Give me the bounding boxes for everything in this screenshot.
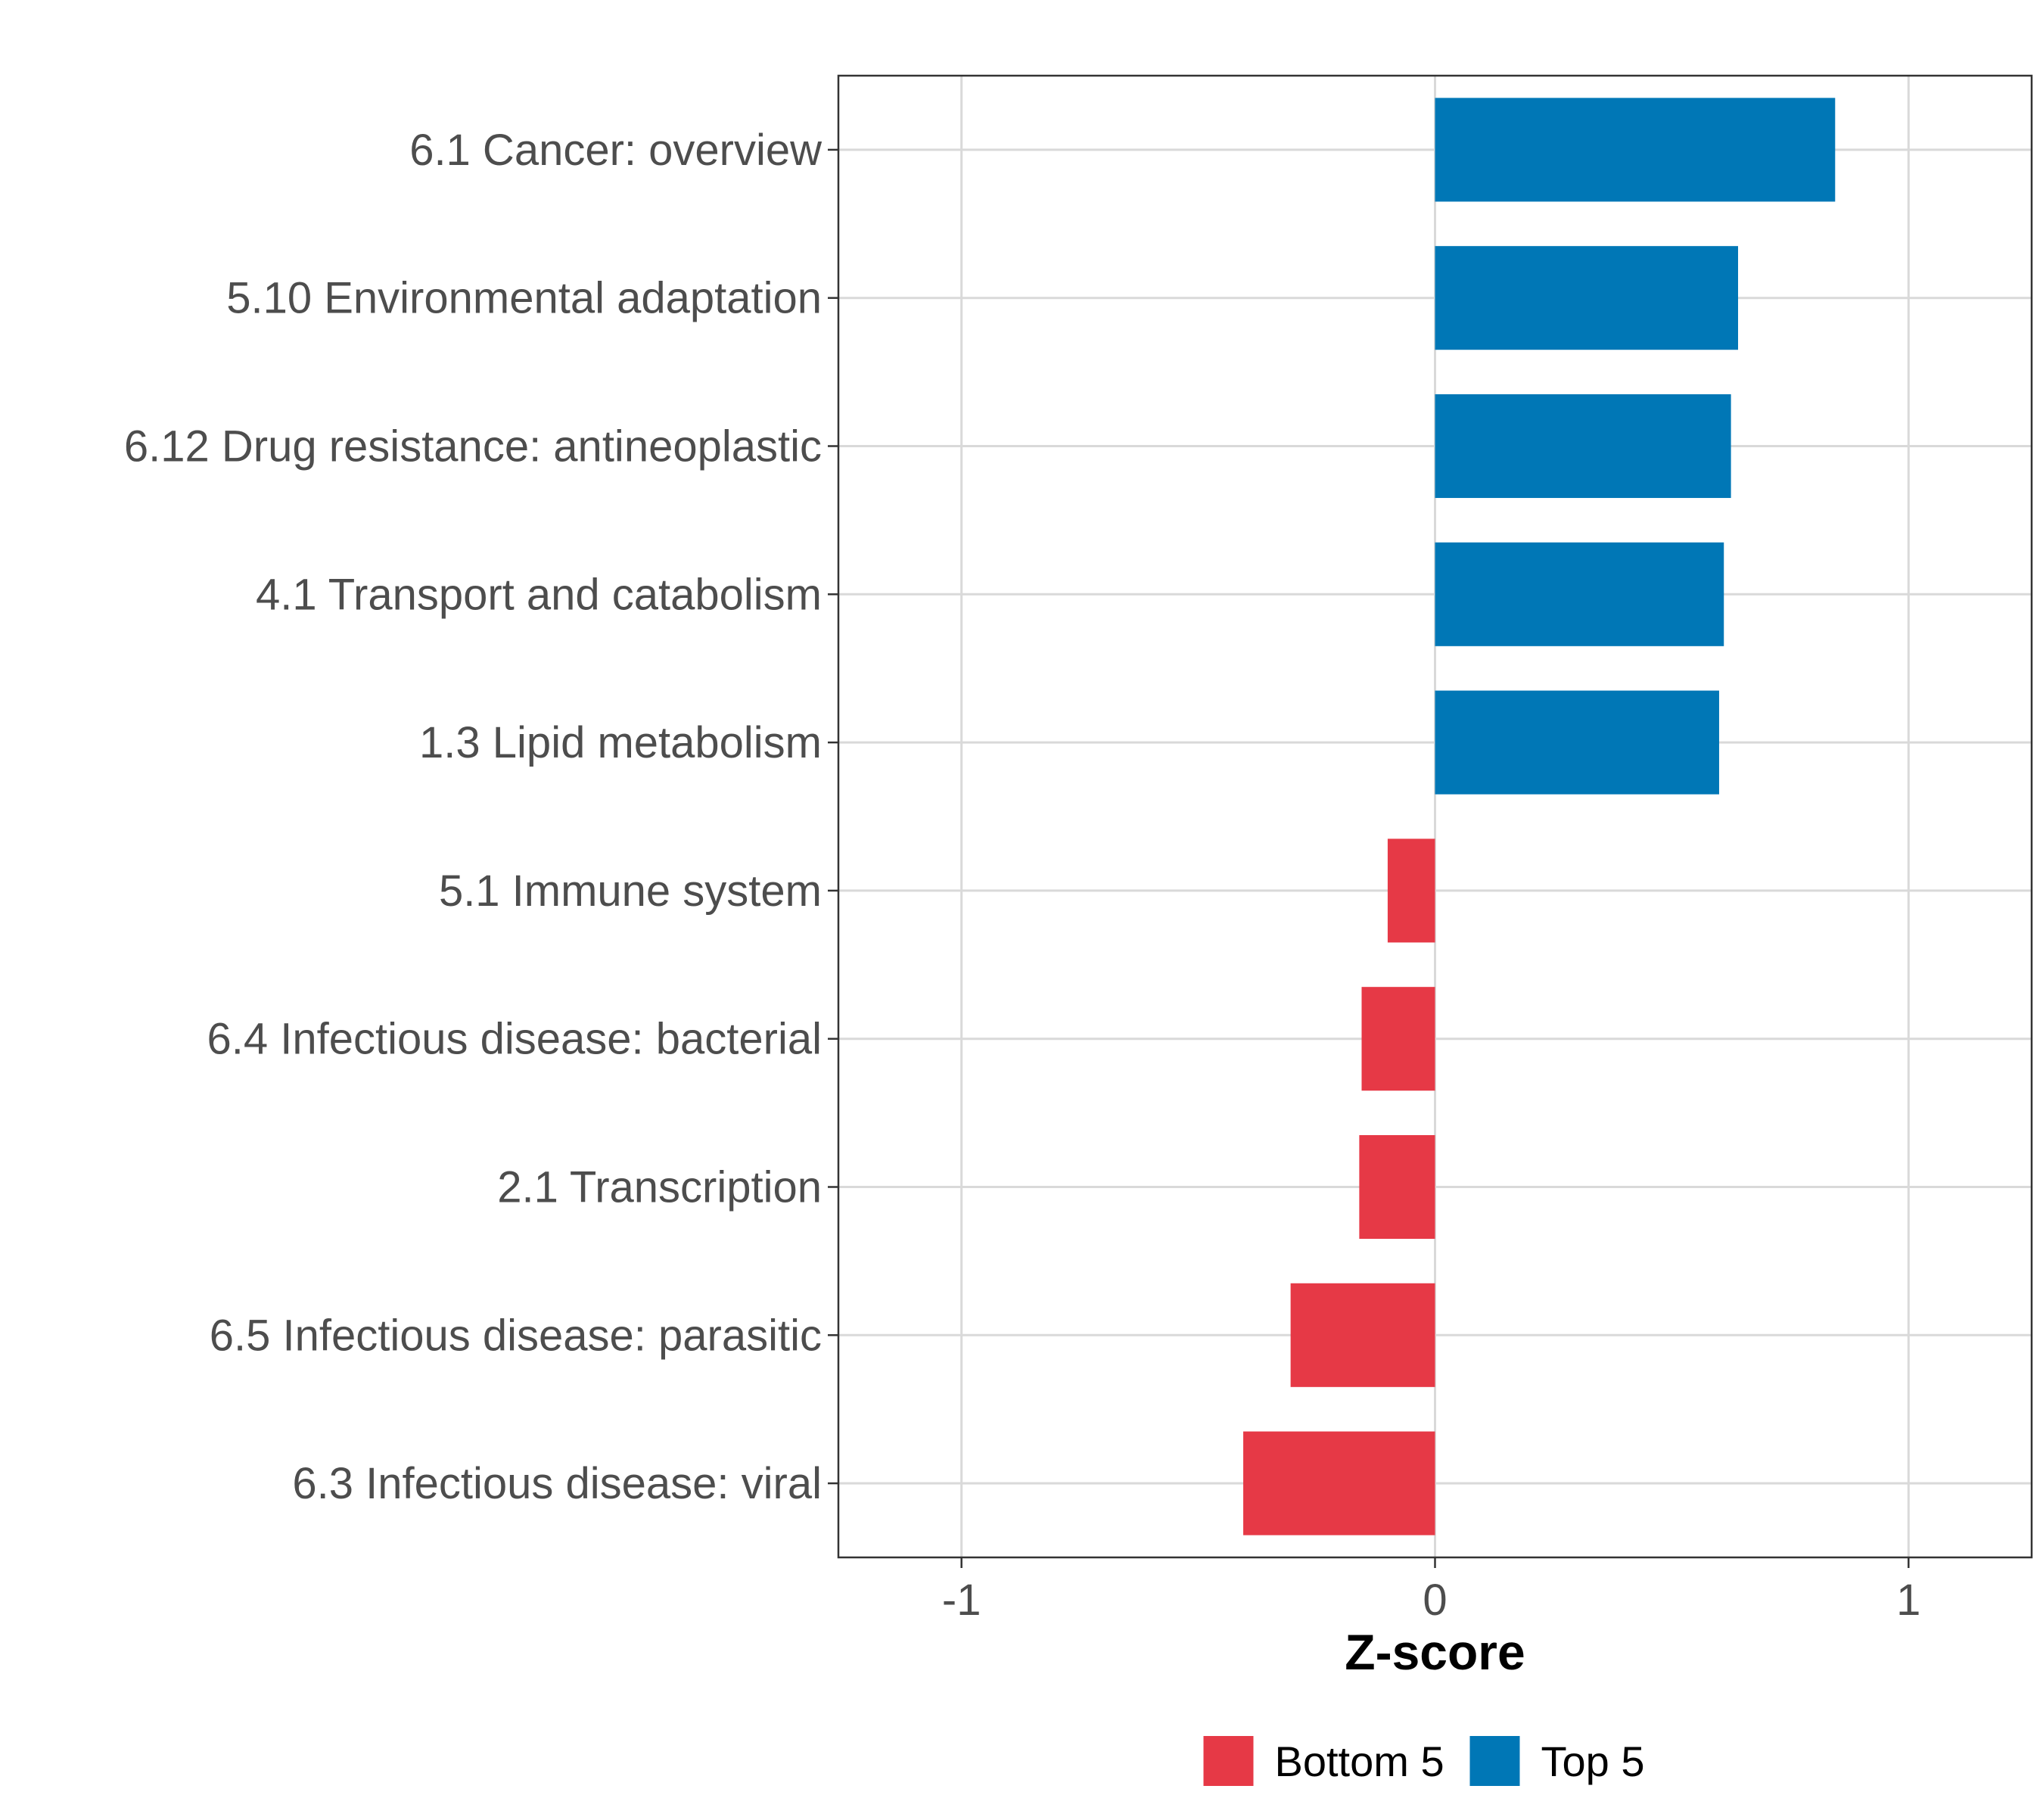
legend-label: Bottom 5 bbox=[1275, 1738, 1444, 1785]
legend-swatch bbox=[1203, 1736, 1254, 1786]
category-label: 6.4 Infectious disease: bacterial bbox=[207, 1015, 822, 1064]
category-label: 6.3 Infectious disease: viral bbox=[292, 1459, 822, 1508]
bar bbox=[1435, 394, 1731, 499]
category-label: 1.3 Lipid metabolism bbox=[419, 718, 822, 767]
category-label: 6.5 Infectious disease: parasitic bbox=[210, 1311, 822, 1360]
bar bbox=[1243, 1431, 1435, 1535]
x-tick-label: -1 bbox=[942, 1576, 981, 1625]
bar bbox=[1435, 542, 1724, 646]
category-label: 6.1 Cancer: overview bbox=[409, 126, 822, 175]
legend-label: Top 5 bbox=[1541, 1738, 1645, 1785]
category-label: 5.10 Environmental adaptation bbox=[226, 274, 822, 323]
axis-ticks-layer bbox=[828, 148, 1910, 1568]
x-tick-label: 1 bbox=[1896, 1576, 1920, 1625]
category-label: 4.1 Transport and catabolism bbox=[256, 570, 822, 619]
bar bbox=[1435, 246, 1739, 350]
bar bbox=[1435, 98, 1836, 202]
category-label: 6.12 Drug resistance: antineoplastic bbox=[124, 422, 822, 471]
category-label: 5.1 Immune system bbox=[439, 866, 822, 916]
bar bbox=[1435, 690, 1719, 795]
bars-layer bbox=[1243, 98, 1836, 1535]
category-label: 2.1 Transcription bbox=[497, 1163, 822, 1212]
legend-swatch bbox=[1469, 1736, 1520, 1786]
axis-labels-layer: 6.1 Cancer: overview 5.10 Environmental a… bbox=[124, 126, 1921, 1625]
bar bbox=[1290, 1283, 1435, 1387]
x-tick-label: 0 bbox=[1423, 1576, 1447, 1625]
bar bbox=[1359, 1134, 1435, 1240]
x-axis-title: Z-score bbox=[1345, 1624, 1525, 1680]
bar bbox=[1387, 838, 1435, 943]
legend: Bottom 5 Top 5 bbox=[1203, 1736, 1645, 1786]
bar bbox=[1361, 987, 1435, 1091]
